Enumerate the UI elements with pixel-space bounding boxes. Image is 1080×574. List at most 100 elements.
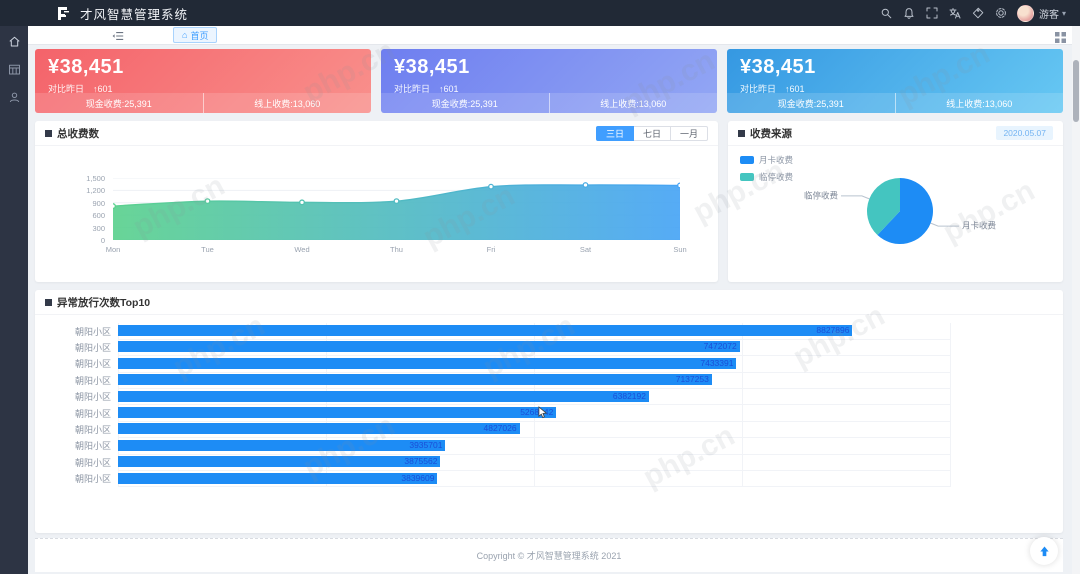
settings-icon[interactable]: [995, 7, 1007, 19]
range-tab-一月[interactable]: 一月: [669, 125, 708, 141]
scrollbar-thumb[interactable]: [1073, 60, 1079, 122]
y-axis-label: 1,500: [86, 174, 105, 183]
table-row: 朝阳小区 5268142: [45, 404, 951, 422]
bar-category-label: 朝阳小区: [74, 392, 111, 403]
app-logo: [55, 5, 72, 22]
bar-track: 6382192: [118, 388, 951, 406]
sidebar-item-user[interactable]: [8, 91, 21, 104]
data-point-Sat: [582, 182, 589, 188]
panel-header: 异常放行次数Top10: [35, 290, 1063, 315]
table-row: 朝阳小区 7433391: [45, 355, 951, 373]
bar-category-label: 朝阳小区: [74, 408, 111, 419]
data-point-Thu: [393, 198, 400, 205]
card-compare-delta: ↑601: [439, 84, 459, 94]
bar-track: 3839609: [118, 470, 951, 488]
header-icons: [880, 7, 1007, 19]
bar-track: 7433391: [118, 355, 951, 373]
bar-track: 7472072: [118, 338, 951, 357]
bar-8: 3935701: [118, 439, 446, 451]
app-title: 才风智慧管理系统: [80, 7, 189, 22]
x-axis-label: Sat: [579, 245, 592, 254]
range-tab-七日[interactable]: 七日: [632, 125, 671, 141]
pie-slice-月卡收费: [877, 178, 933, 244]
bar-category-label: 朝阳小区: [74, 457, 111, 468]
home-icon: ⌂: [182, 29, 188, 40]
card-compare-label: 对比昨日: [394, 84, 431, 94]
card-compare: 对比昨日 ↑601: [48, 82, 371, 95]
avatar[interactable]: [1016, 4, 1034, 22]
x-axis-label: Thu: [390, 245, 403, 254]
panel-title-icon: [45, 298, 52, 306]
bar-category-label: 朝阳小区: [74, 375, 111, 386]
x-axis-label: Wed: [294, 245, 310, 254]
range-tab-三日[interactable]: 三日: [595, 125, 634, 141]
data-point-Wed: [299, 199, 305, 206]
bar-10: 3839609: [118, 472, 438, 484]
back-to-top-button[interactable]: [1030, 537, 1058, 565]
bar-category-label: 朝阳小区: [74, 343, 111, 354]
panel-title-icon: [738, 129, 745, 137]
card-compare-delta: ↑601: [785, 84, 805, 94]
legend-swatch: [740, 156, 754, 164]
tab-home[interactable]: ⌂ 首页: [173, 27, 218, 43]
table-row: 朝阳小区 7472072: [45, 338, 951, 357]
scrollbar[interactable]: [1072, 26, 1080, 574]
bar-chart: 朝阳小区 8827896 朝阳小区 7472072 朝阳小区 7433391 朝阳小区 713…: [35, 315, 1063, 488]
stat-card-2: ¥38,451 对比昨日 ↑601 现金收费:25,391 线上收费:13,060: [381, 49, 717, 113]
tab-options-icon[interactable]: [1055, 30, 1066, 43]
y-axis-label: 600: [92, 211, 105, 221]
table-row: 朝阳小区 7137253: [45, 371, 951, 390]
y-axis-label: 300: [92, 223, 105, 233]
user-menu[interactable]: 游客 ▾: [1039, 6, 1066, 21]
legend-item-月卡收费[interactable]: 月卡收费: [740, 154, 793, 166]
card-cash-revenue: 现金收费:25,391: [777, 98, 844, 109]
data-point-Sun: [677, 182, 683, 189]
footer: Copyright © 才风智慧管理系统 2021: [35, 538, 1063, 572]
user-name: 游客: [1038, 9, 1059, 21]
table-row: 朝阳小区 4827026: [45, 420, 951, 439]
card-online-revenue: 线上收费:13,060: [548, 93, 718, 113]
data-point-Tue: [204, 198, 211, 205]
tab-home-label: 首页: [190, 30, 209, 41]
translate-icon[interactable]: [949, 7, 961, 19]
collapse-menu-icon[interactable]: [112, 29, 124, 41]
bar-value-label: 3875562: [404, 456, 438, 467]
card-compare: 对比昨日 ↑601: [394, 82, 717, 95]
panel-abnormal-top10: 异常放行次数Top10 朝阳小区 8827896 朝阳小区 7472072 朝阳小区 74…: [35, 290, 1063, 533]
table-row: 朝阳小区 3839609: [45, 470, 951, 488]
bar-value-label: 7137253: [675, 374, 709, 385]
bar-track: 7137253: [118, 371, 951, 390]
card-online-revenue: 线上收费:13,060: [894, 93, 1064, 113]
stat-cards-row: ¥38,451 对比昨日 ↑601 现金收费:25,391 线上收费:13,060 ¥38…: [35, 49, 1063, 113]
x-axis-label: Tue: [201, 245, 214, 254]
card-amount: ¥38,451: [394, 56, 470, 78]
bar-track: 5268142: [118, 404, 951, 422]
search-icon[interactable]: [880, 7, 892, 19]
bar-value-label: 6382192: [612, 390, 646, 401]
table-row: 朝阳小区 8827896: [45, 322, 951, 340]
notification-icon[interactable]: [903, 7, 915, 19]
area-chart: 0 300 600 900 1,200 1,500 Mon Tue Wed Thu Fri Sat Su…: [35, 146, 718, 282]
legend-swatch: [740, 173, 754, 181]
stat-card-3: ¥38,451 对比昨日 ↑601 现金收费:25,391 线上收费:13,060: [727, 49, 1063, 113]
bar-track: 8827896: [118, 322, 951, 340]
x-axis-label: Sun: [673, 245, 687, 254]
y-axis-label: 1,200: [86, 186, 105, 196]
area-series-fill: [113, 184, 680, 240]
bar-category-label: 朝阳小区: [74, 441, 111, 452]
card-strip: 现金收费:25,391 线上收费:13,060: [381, 93, 717, 113]
sidebar-item-modules[interactable]: [8, 63, 21, 76]
bar-value-label: 3935701: [409, 439, 443, 450]
card-online-revenue: 线上收费:13,060: [202, 93, 372, 113]
bar-4: 7137253: [118, 374, 712, 386]
y-axis-label: 900: [92, 198, 105, 208]
legend-item-临停收费[interactable]: 临停收费: [740, 171, 793, 183]
card-cash-revenue: 现金收费:25,391: [85, 98, 152, 109]
theme-icon[interactable]: [972, 7, 984, 19]
sidebar-item-home[interactable]: [8, 35, 21, 48]
fullscreen-icon[interactable]: [926, 7, 938, 19]
bar-value-label: 5268142: [520, 406, 554, 417]
pie-label: 临停收费: [804, 190, 839, 200]
bar-value-label: 4827026: [483, 423, 517, 434]
bar-value-label: 7472072: [703, 341, 737, 352]
